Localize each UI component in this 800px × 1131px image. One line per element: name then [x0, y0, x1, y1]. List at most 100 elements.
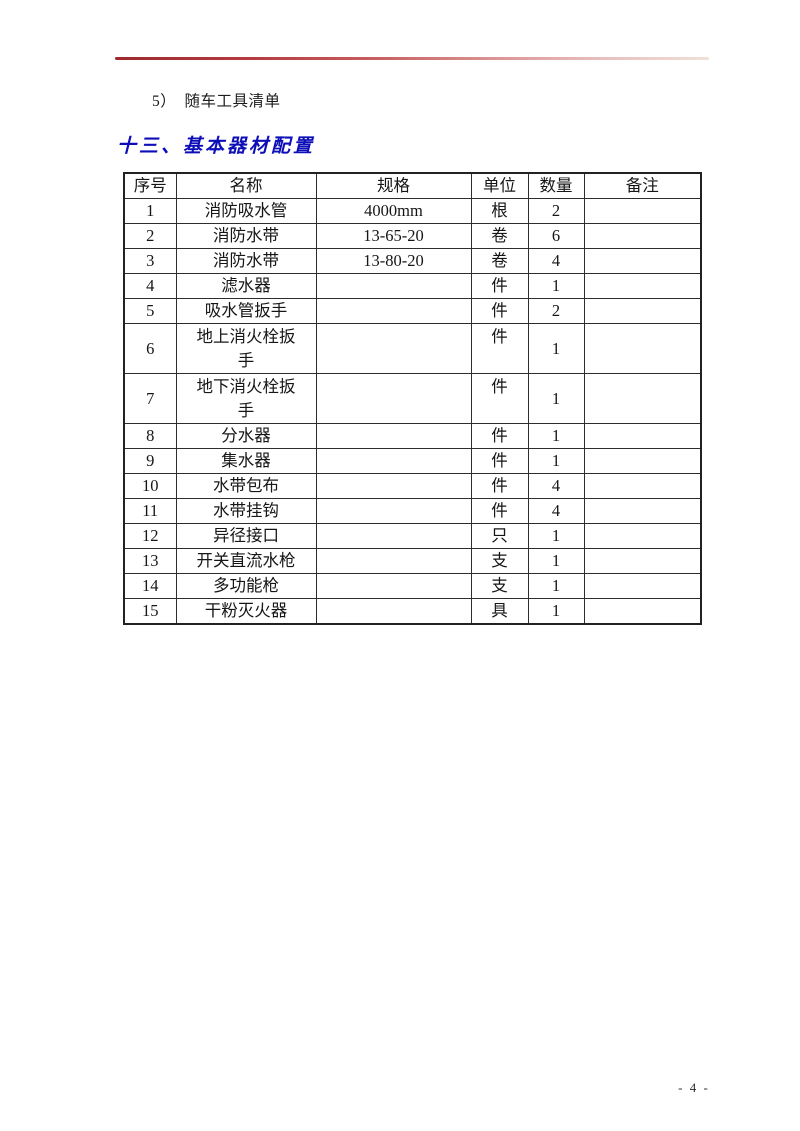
cell-name: 地下消火栓扳手: [175, 373, 317, 424]
cell-spec: 13-80-20: [315, 248, 472, 274]
cell-name: 消防水带: [175, 223, 317, 249]
item-name: 吸水管扳手: [204, 301, 288, 320]
cell-spec: [315, 448, 472, 474]
cell-no: 8: [123, 423, 177, 449]
table-row: 3 消防水带 13-80-20 卷 4: [123, 248, 702, 274]
cell-spec: [315, 323, 472, 374]
cell-name: 消防水带: [175, 248, 317, 274]
cell-name: 吸水管扳手: [175, 298, 317, 324]
item-name: 开关直流水枪: [196, 551, 296, 570]
cell-remark: [583, 598, 702, 625]
cell-qty: 1: [527, 548, 585, 574]
item-name: 干粉灭火器: [204, 601, 288, 620]
cell-remark: [583, 523, 702, 549]
cell-unit: 支: [470, 548, 529, 574]
cell-spec: 4000mm: [315, 198, 472, 224]
cell-name: 开关直流水枪: [175, 548, 317, 574]
table-row: 1 消防吸水管 4000mm 根 2: [123, 198, 702, 224]
cell-qty: 1: [527, 373, 585, 424]
item-name: 水带挂钩: [213, 501, 279, 520]
cell-remark: [583, 448, 702, 474]
item-name: 分水器: [221, 426, 271, 445]
table-row: 9 集水器 件 1: [123, 448, 702, 474]
cell-remark: [583, 248, 702, 274]
cell-remark: [583, 423, 702, 449]
header-name: 名称: [175, 172, 317, 199]
cell-name: 滤水器: [175, 273, 317, 299]
table-row: 2 消防水带 13-65-20 卷 6: [123, 223, 702, 249]
item-name: 滤水器: [221, 276, 271, 295]
cell-qty: 2: [527, 298, 585, 324]
table-row: 10 水带包布 件 4: [123, 473, 702, 499]
table-row: 6 地上消火栓扳手 件 1: [123, 323, 702, 374]
page-number: - 4 -: [678, 1080, 710, 1095]
cell-spec: [315, 423, 472, 449]
item-name: 消防吸水管: [204, 201, 288, 220]
cell-unit: 件: [470, 498, 529, 524]
cell-qty: 4: [527, 498, 585, 524]
cell-qty: 1: [527, 273, 585, 299]
cell-qty: 1: [527, 523, 585, 549]
equipment-table: 序号 名称 规格 单位 数量 备注 1 消防吸水管 4000mm 根 2 2 消…: [123, 172, 702, 625]
cell-unit: 件: [470, 373, 529, 424]
cell-qty: 6: [527, 223, 585, 249]
cell-name: 消防吸水管: [175, 198, 317, 224]
cell-remark: [583, 273, 702, 299]
header-no: 序号: [123, 172, 177, 199]
cell-name: 水带挂钩: [175, 498, 317, 524]
cell-qty: 1: [527, 598, 585, 625]
table-row: 13 开关直流水枪 支 1: [123, 548, 702, 574]
cell-remark: [583, 298, 702, 324]
item-name: 多功能枪: [213, 576, 279, 595]
table-row: 5 吸水管扳手 件 2: [123, 298, 702, 324]
cell-remark: [583, 223, 702, 249]
header-unit: 单位: [470, 172, 529, 199]
cell-remark: [583, 573, 702, 599]
cell-no: 14: [123, 573, 177, 599]
cell-no: 3: [123, 248, 177, 274]
cell-remark: [583, 473, 702, 499]
note-line: 5） 随车工具清单: [152, 93, 281, 110]
cell-no: 15: [123, 598, 177, 625]
cell-name: 多功能枪: [175, 573, 317, 599]
cell-qty: 1: [527, 423, 585, 449]
item-name: 消防水带: [213, 226, 279, 245]
cell-spec: [315, 473, 472, 499]
cell-remark: [583, 498, 702, 524]
cell-name: 分水器: [175, 423, 317, 449]
cell-unit: 具: [470, 598, 529, 625]
cell-unit: 卷: [470, 248, 529, 274]
cell-name: 异径接口: [175, 523, 317, 549]
cell-unit: 支: [470, 573, 529, 599]
cell-unit: 件: [470, 323, 529, 374]
cell-spec: [315, 298, 472, 324]
cell-unit: 件: [470, 423, 529, 449]
table-row: 14 多功能枪 支 1: [123, 573, 702, 599]
cell-spec: [315, 598, 472, 625]
header-spec: 规格: [315, 172, 472, 199]
cell-remark: [583, 548, 702, 574]
table-row: 4 滤水器 件 1: [123, 273, 702, 299]
cell-remark: [583, 373, 702, 424]
cell-qty: 1: [527, 323, 585, 374]
item-name: 集水器: [221, 451, 271, 470]
cell-spec: [315, 498, 472, 524]
cell-qty: 1: [527, 573, 585, 599]
table-row: 7 地下消火栓扳手 件 1: [123, 373, 702, 424]
table-row: 12 异径接口 只 1: [123, 523, 702, 549]
cell-no: 7: [123, 373, 177, 424]
cell-spec: [315, 548, 472, 574]
table-row: 8 分水器 件 1: [123, 423, 702, 449]
cell-no: 2: [123, 223, 177, 249]
cell-no: 10: [123, 473, 177, 499]
section-heading: 十三、基本器材配置: [117, 136, 316, 157]
cell-no: 9: [123, 448, 177, 474]
cell-no: 4: [123, 273, 177, 299]
cell-qty: 1: [527, 448, 585, 474]
cell-unit: 只: [470, 523, 529, 549]
cell-no: 1: [123, 198, 177, 224]
cell-name: 地上消火栓扳手: [175, 323, 317, 374]
item-name: 地下消火栓扳手: [196, 376, 296, 420]
cell-remark: [583, 198, 702, 224]
